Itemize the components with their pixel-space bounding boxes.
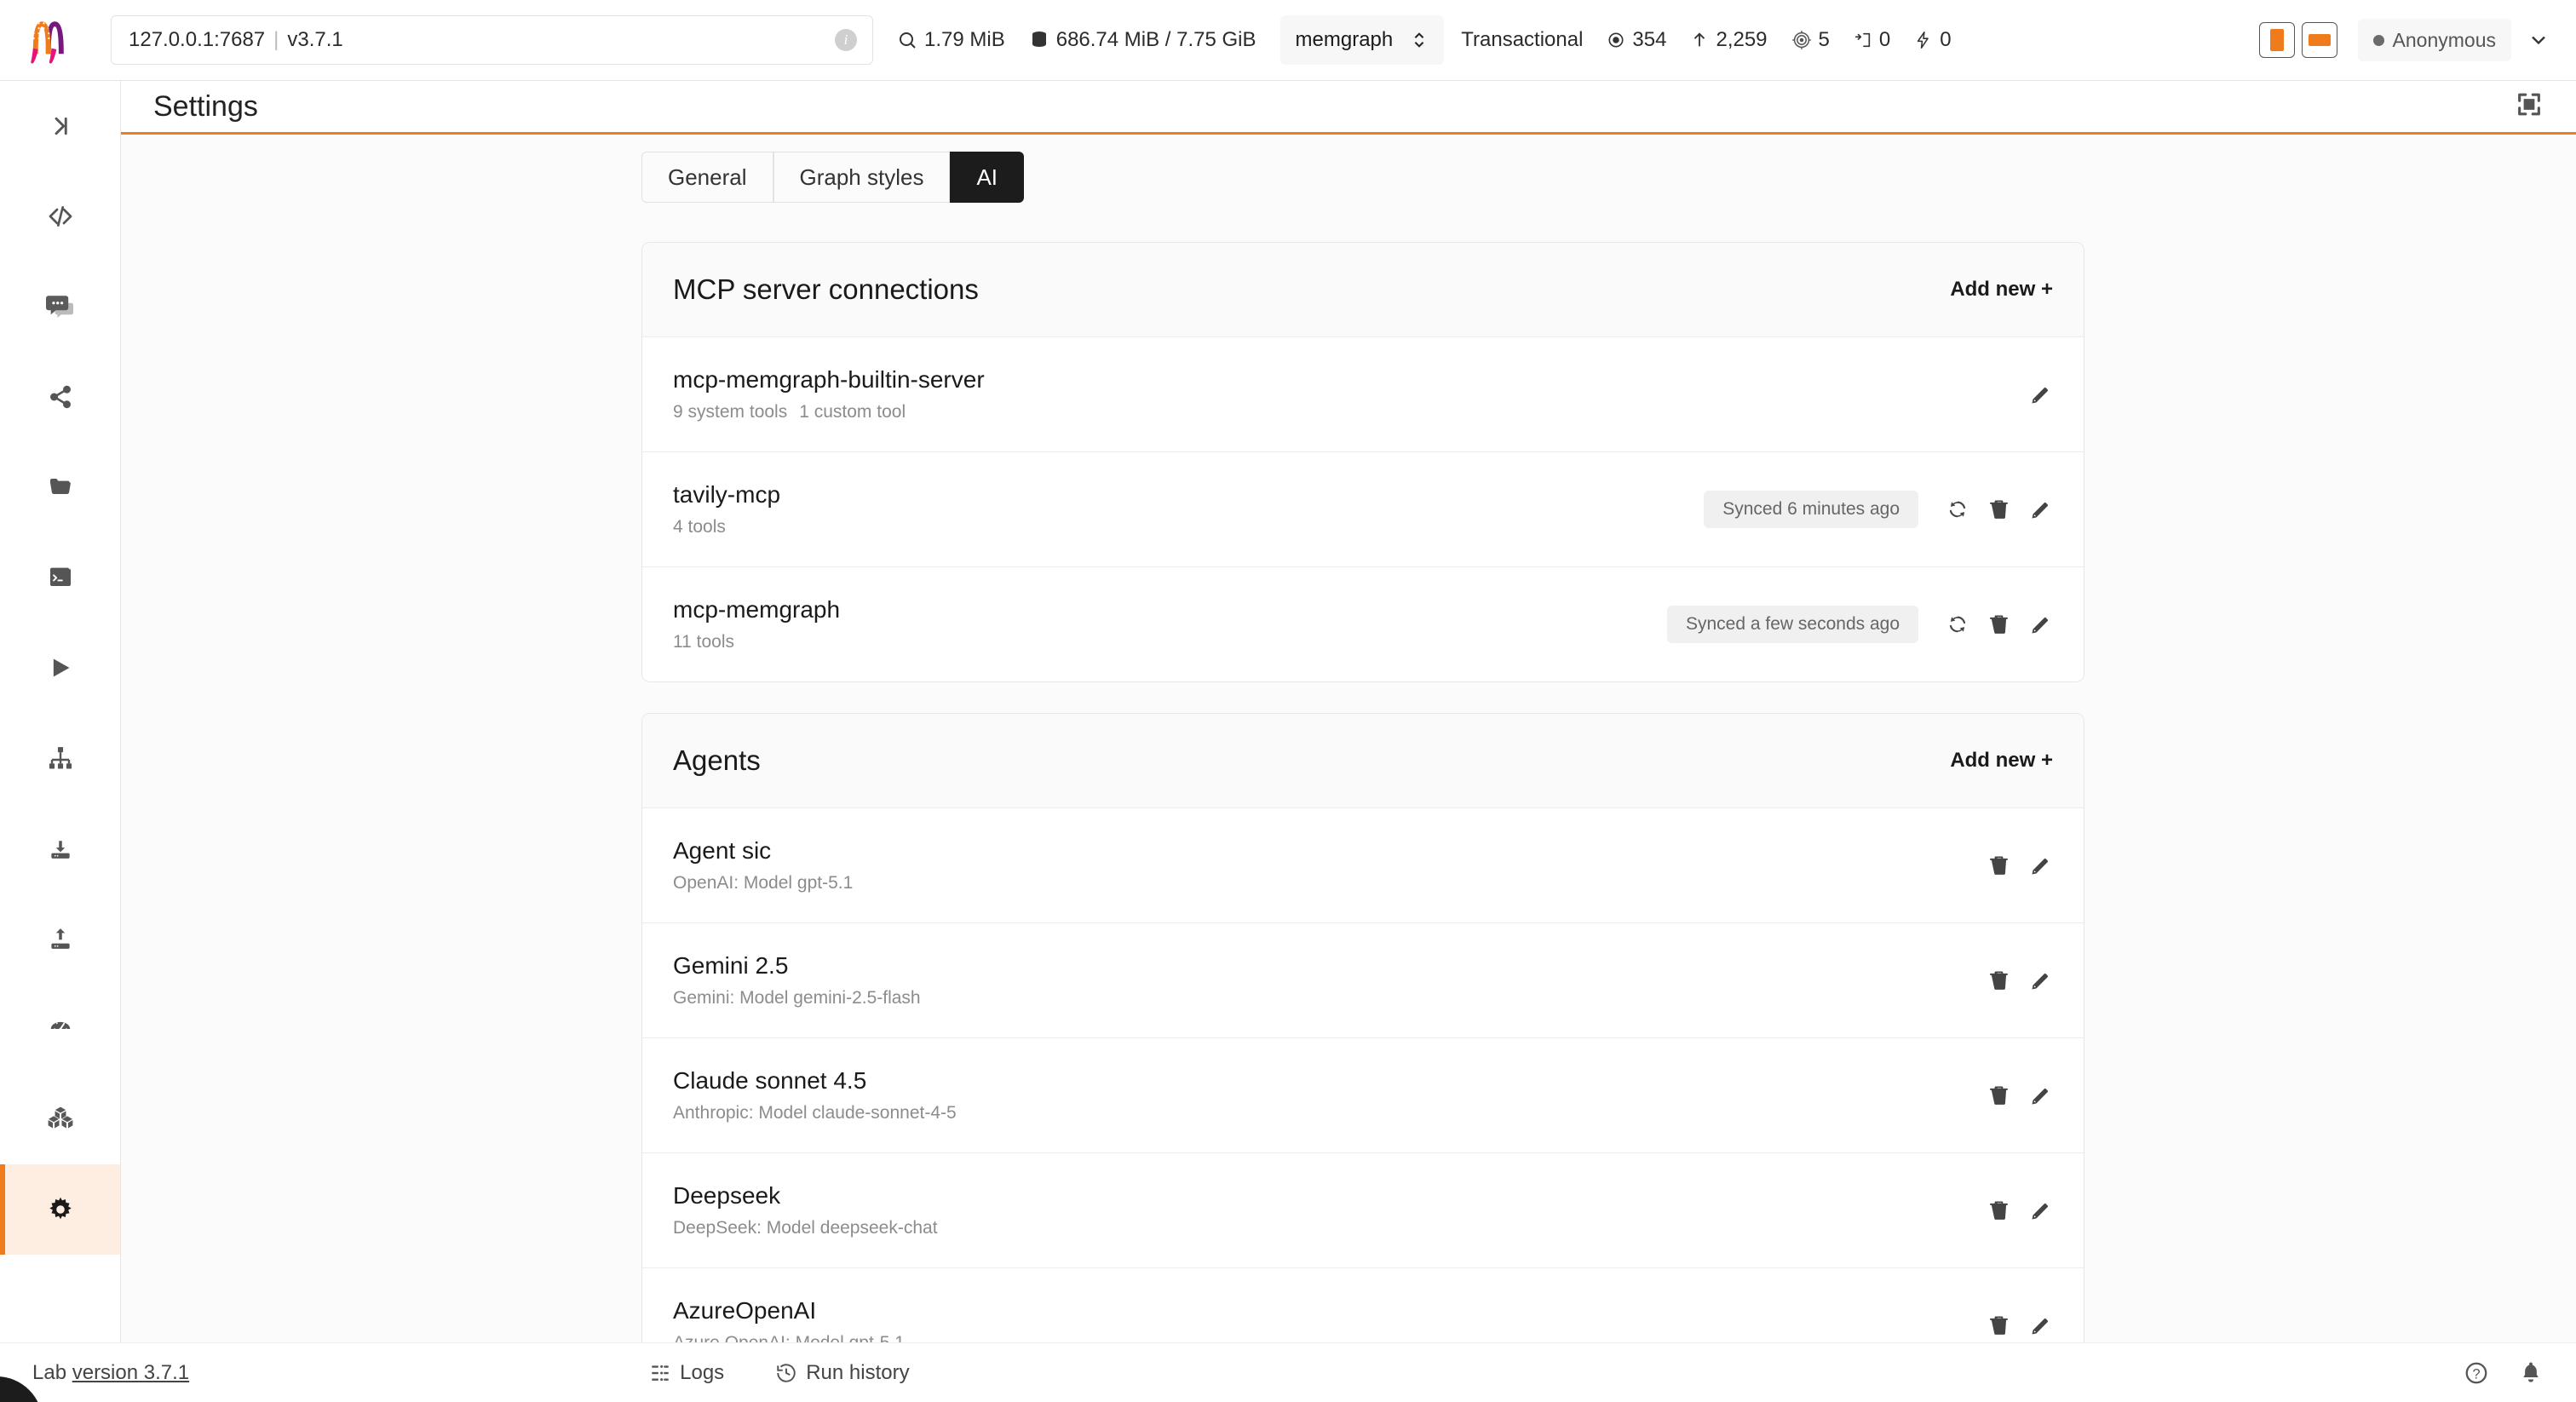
svg-text:?: ?: [2472, 1366, 2480, 1382]
